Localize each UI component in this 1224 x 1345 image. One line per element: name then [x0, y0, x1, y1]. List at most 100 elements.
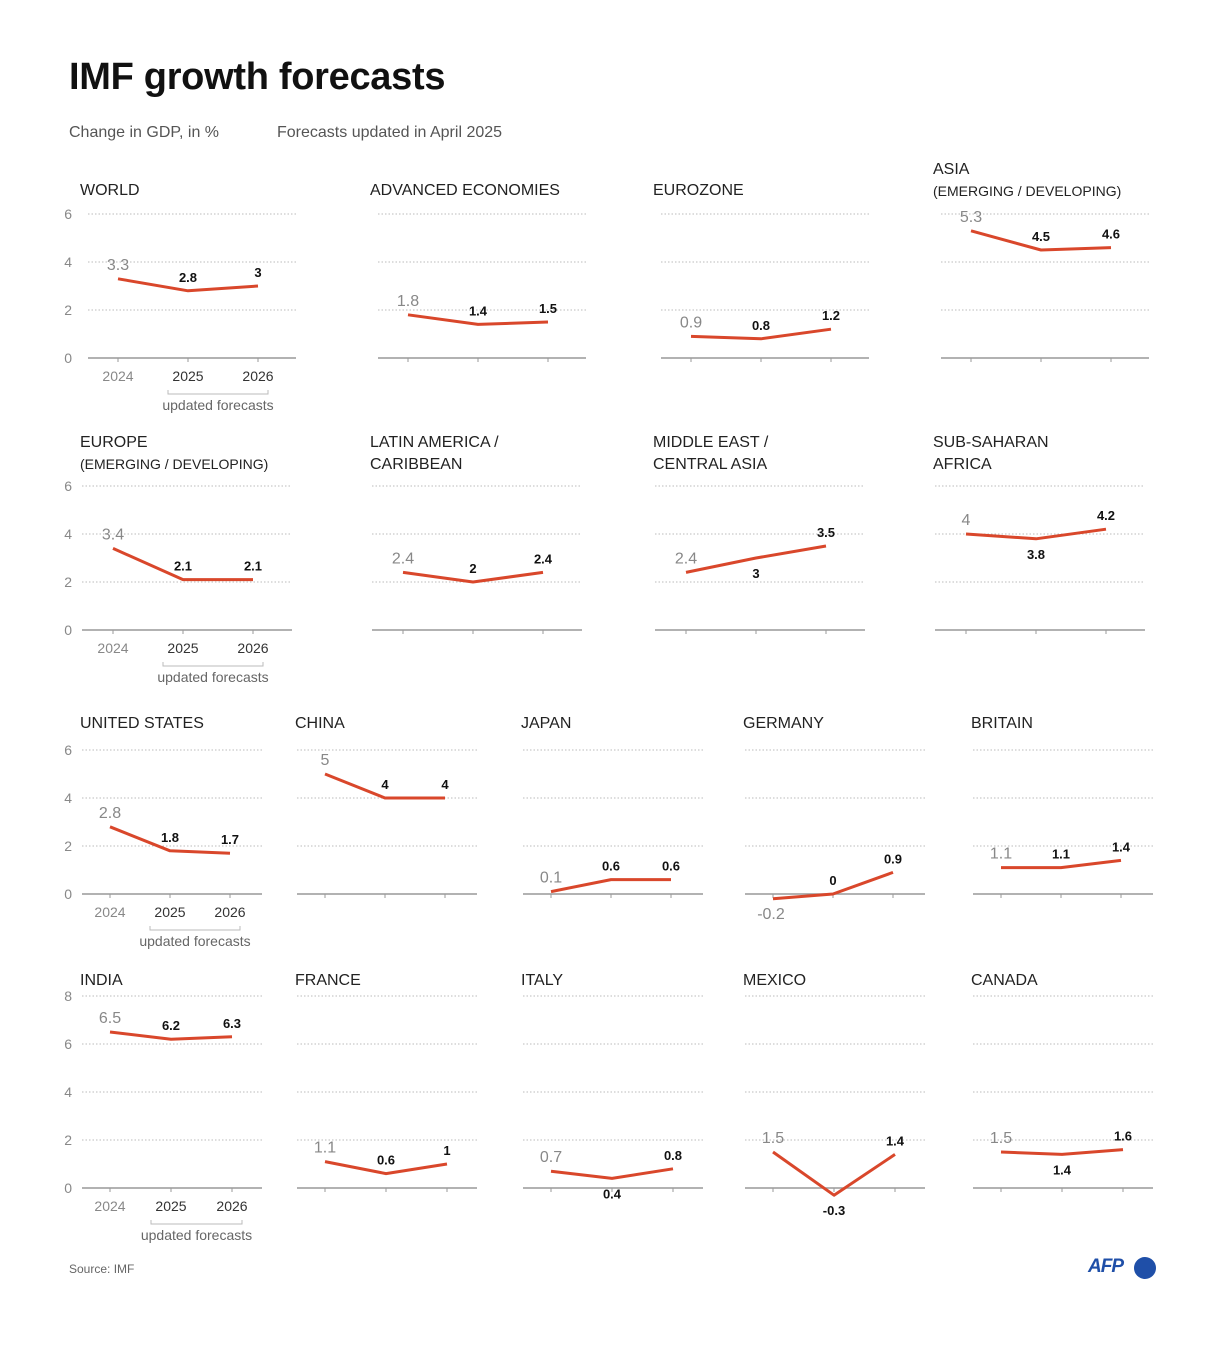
panel-title: MIDDLE EAST / [653, 434, 769, 451]
afp-logo-dot [1134, 1257, 1156, 1279]
series-line [407, 313, 549, 326]
panel-title: FRANCE [295, 972, 361, 989]
y-tick-label: 8 [64, 988, 72, 1004]
y-tick-label: 4 [64, 254, 72, 270]
data-label: 3.4 [102, 526, 124, 543]
panel-title: ASIA [933, 161, 970, 178]
data-label: 4.5 [1032, 229, 1050, 244]
data-label: 2.8 [179, 270, 197, 285]
series-line [772, 1150, 896, 1197]
bracket-label: updated forecasts [157, 669, 268, 685]
data-label: 2.4 [392, 550, 414, 567]
data-label: 1.8 [161, 830, 179, 845]
series-line [1000, 1148, 1124, 1156]
x-tick-label: 2024 [94, 904, 125, 920]
data-label: 2.8 [99, 805, 121, 822]
forecast-bracket [150, 1220, 243, 1225]
panel-title: CANADA [971, 972, 1038, 989]
x-tick-label: 2024 [94, 1198, 125, 1214]
series-line [550, 878, 671, 894]
y-tick-label: 2 [64, 1132, 72, 1148]
bracket-label: updated forecasts [139, 933, 250, 949]
forecast-bracket [162, 662, 264, 667]
data-label: -0.2 [757, 906, 785, 923]
panel-title: CENTRAL ASIA [653, 456, 767, 473]
series-line [112, 547, 253, 582]
panel-title: BRITAIN [971, 715, 1033, 732]
data-label: 1.1 [990, 846, 1012, 863]
x-tick-label: 2024 [97, 640, 128, 656]
panel-title: EUROPE [80, 434, 148, 451]
data-label: 0.6 [602, 859, 620, 874]
x-tick-label: 2025 [154, 904, 185, 920]
y-tick-label: 2 [64, 838, 72, 854]
data-label: 1.1 [314, 1140, 336, 1157]
y-tick-label: 4 [64, 1084, 72, 1100]
y-tick-label: 6 [64, 1036, 72, 1052]
data-label: 1.5 [539, 301, 557, 316]
panel-title: (EMERGING / DEVELOPING) [80, 456, 268, 472]
y-tick-label: 6 [64, 742, 72, 758]
y-tick-label: 2 [64, 574, 72, 590]
afp-logo: AFP [1088, 1256, 1124, 1277]
data-label: 6.5 [99, 1010, 121, 1027]
data-label: 6.2 [162, 1018, 180, 1033]
data-label: 2.4 [534, 551, 553, 566]
panel-title: EUROZONE [653, 182, 744, 199]
panel-title: ITALY [521, 972, 563, 989]
data-label: 1.4 [886, 1133, 905, 1148]
data-label: 3 [254, 265, 261, 280]
data-label: 2.4 [675, 550, 697, 567]
series-line [324, 1160, 448, 1176]
panel-title: UNITED STATES [80, 715, 204, 732]
data-label: 0.9 [680, 314, 702, 331]
data-label: 3.8 [1027, 547, 1045, 562]
chart-subtitle: Change in GDP, in % [69, 124, 220, 141]
data-label: 3.5 [817, 525, 835, 540]
x-tick-label: 2026 [237, 640, 268, 656]
data-label: 3.3 [107, 257, 129, 274]
y-tick-label: 0 [64, 622, 72, 638]
data-label: 0.6 [377, 1153, 395, 1168]
forecast-note: Forecasts updated in April 2025 [277, 124, 503, 141]
bracket-label: updated forecasts [162, 397, 273, 413]
data-label: 1.4 [469, 303, 488, 318]
series-line [970, 229, 1112, 252]
bracket-label: updated forecasts [141, 1227, 252, 1243]
panel-title: GERMANY [743, 715, 824, 732]
panel-title: JAPAN [521, 715, 571, 732]
data-label: 1.6 [1114, 1129, 1132, 1144]
panel-title: LATIN AMERICA / [370, 434, 499, 451]
x-tick-label: 2026 [214, 904, 245, 920]
data-label: 0 [829, 873, 836, 888]
panel-title: CARIBBEAN [370, 456, 462, 473]
data-label: 6.3 [223, 1016, 241, 1031]
data-label: 2.1 [174, 559, 192, 574]
data-label: 0.8 [664, 1148, 682, 1163]
data-label: 1.5 [762, 1130, 784, 1147]
y-tick-label: 0 [64, 886, 72, 902]
data-label: 2.1 [244, 559, 262, 574]
data-label: 0.1 [540, 870, 562, 887]
data-label: 4 [441, 777, 449, 792]
data-label: 4.6 [1102, 227, 1120, 242]
y-tick-label: 0 [64, 1180, 72, 1196]
data-label: 5.3 [960, 209, 982, 226]
data-label: 1.4 [1053, 1162, 1072, 1177]
chart-title: IMF growth forecasts [69, 56, 446, 98]
series-line [772, 870, 894, 901]
data-label: 4.2 [1097, 508, 1115, 523]
series-line [690, 327, 832, 341]
data-label: 1 [443, 1143, 450, 1158]
y-tick-label: 4 [64, 526, 72, 542]
series-line [1001, 858, 1122, 870]
panel-title: WORLD [80, 182, 140, 199]
panel-title: (EMERGING / DEVELOPING) [933, 183, 1121, 199]
forecast-bracket [167, 390, 269, 395]
x-tick-label: 2025 [172, 368, 203, 384]
y-tick-label: 4 [64, 790, 72, 806]
y-tick-label: 0 [64, 350, 72, 366]
x-tick-label: 2025 [167, 640, 198, 656]
x-tick-label: 2026 [216, 1198, 247, 1214]
